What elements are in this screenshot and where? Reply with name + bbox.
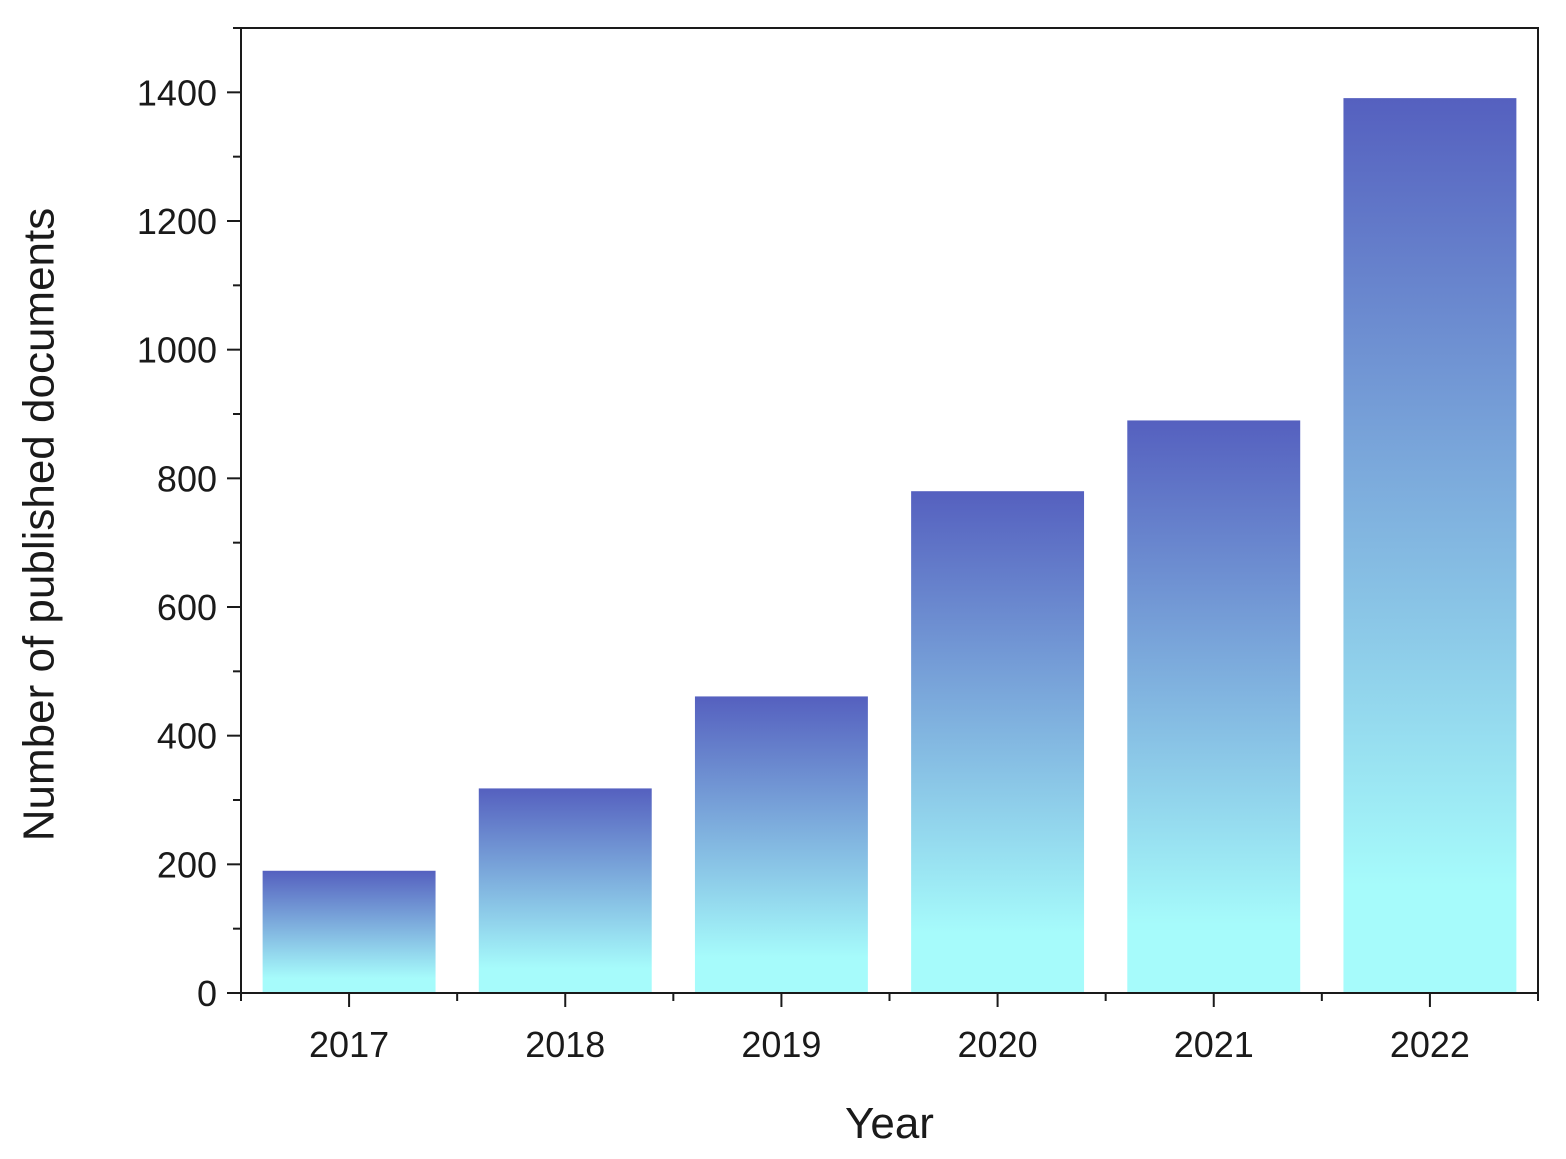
y-axis-title: Number of published documents [15,208,64,841]
x-axis-ticks: 2017 2018 2019 2020 2021 2022 [240,993,1539,1065]
y-tick-label: 800 [157,458,217,499]
y-axis-ticks: 0 200 400 600 800 1000 1200 1400 [137,27,241,1014]
bar-2019 [694,696,868,993]
x-tick-label: 2017 [309,1024,389,1065]
bar-2018 [478,788,652,993]
y-tick-label: 1200 [137,201,217,242]
y-tick-label: 1400 [137,72,217,113]
bar-2022 [1343,98,1517,993]
y-tick-label: 400 [157,716,217,757]
x-tick-label: 2018 [525,1024,605,1065]
x-tick-label: 2022 [1390,1024,1470,1065]
x-axis-title: Year [845,1099,934,1148]
x-tick-label: 2019 [741,1024,821,1065]
bar-2021 [1127,420,1301,993]
y-tick-label: 1000 [137,330,217,371]
x-tick-label: 2021 [1174,1024,1254,1065]
y-tick-label: 0 [197,973,217,1014]
y-tick-label: 600 [157,587,217,628]
bar-2020 [911,491,1085,993]
bar-2017 [262,870,436,993]
y-tick-label: 200 [157,844,217,885]
bars-layer [262,98,1517,993]
x-tick-label: 2020 [958,1024,1038,1065]
